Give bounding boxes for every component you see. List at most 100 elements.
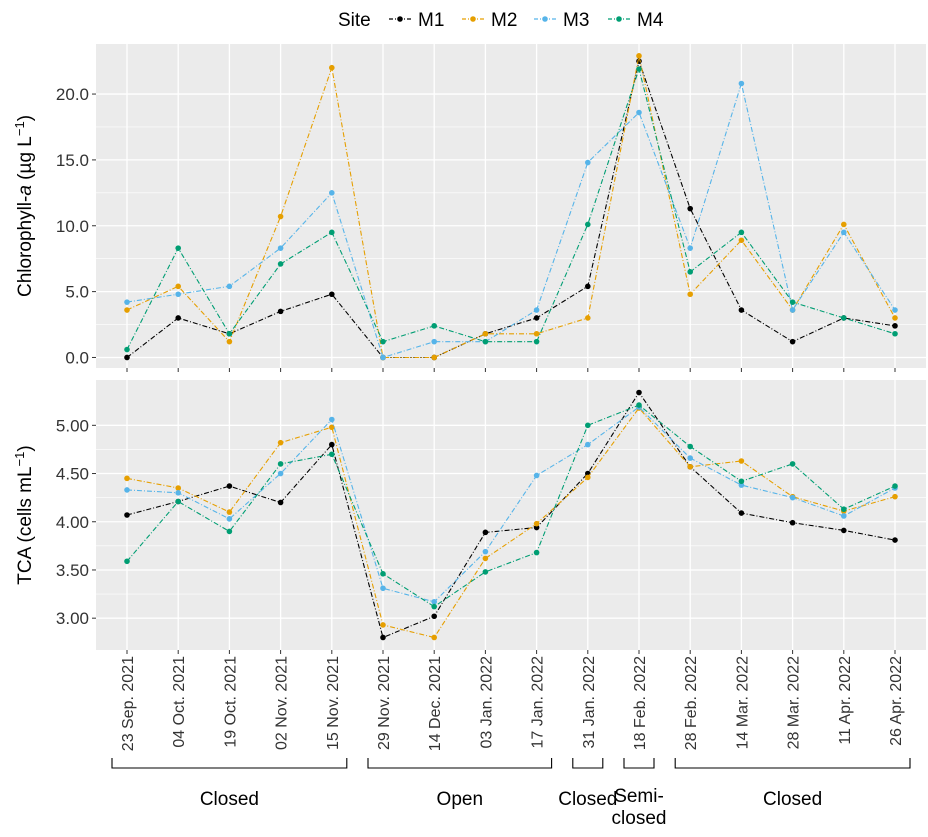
- data-point: [636, 66, 642, 72]
- data-point: [636, 109, 642, 116]
- legend-item-m3: M3: [534, 10, 589, 31]
- panel-background: [96, 44, 926, 368]
- period-bracket: [623, 758, 655, 769]
- period-group-3: Closed: [558, 758, 617, 810]
- data-point: [482, 529, 489, 536]
- period-label: Open: [437, 789, 483, 810]
- data-point: [277, 470, 284, 477]
- period-label: Closed: [200, 789, 259, 810]
- series-m3: [124, 80, 898, 361]
- y-axis-label: TCA (cells mL−1): [12, 445, 36, 584]
- series-line-m2: [126, 407, 896, 639]
- x-tick-label: 29 Nov. 2021: [376, 656, 393, 750]
- data-point: [175, 498, 181, 505]
- data-point: [124, 299, 130, 305]
- data-point: [175, 315, 181, 321]
- data-point: [789, 461, 796, 467]
- data-point: [738, 80, 745, 87]
- period-bracket: [674, 758, 911, 769]
- legend-label: M4: [637, 10, 664, 31]
- legend-key-marker: [542, 16, 548, 22]
- x-tick-label: 28 Mar. 2022: [786, 656, 803, 750]
- data-point: [892, 323, 898, 329]
- data-point: [124, 512, 130, 518]
- x-tick-label: 14 Dec. 2021: [427, 656, 444, 751]
- data-point: [124, 558, 130, 565]
- data-point: [226, 338, 233, 345]
- series-line-m4: [126, 404, 896, 608]
- data-point: [329, 229, 335, 236]
- data-point: [841, 527, 847, 534]
- x-tick-label: 19 Oct. 2021: [222, 656, 239, 748]
- x-tick-label: 28 Feb. 2022: [683, 656, 700, 750]
- y-axis-label-sup: −1: [12, 452, 27, 467]
- legend-item-m2: M2: [462, 10, 517, 31]
- y-axis-label-end: ): [15, 445, 36, 451]
- data-point: [789, 519, 796, 526]
- x-tick-label: 03 Jan. 2022: [478, 656, 495, 749]
- data-point: [277, 439, 284, 446]
- legend-title: Site: [338, 10, 371, 31]
- period-label-line2: closed: [612, 808, 667, 829]
- data-point: [277, 245, 284, 251]
- data-point: [124, 354, 130, 361]
- series-m4: [124, 402, 898, 610]
- data-point: [687, 443, 693, 450]
- period-bracket: [367, 758, 553, 769]
- panel-2: 3.00 3.50 4.00 4.50 5.00 TCA (cells mL−1): [12, 380, 926, 654]
- period-group-4: Semi-closed: [612, 758, 667, 829]
- data-point: [277, 308, 284, 315]
- legend-key-marker: [397, 16, 403, 22]
- data-point: [841, 506, 847, 513]
- x-tick-label: 17 Jan. 2022: [530, 656, 547, 749]
- data-point: [175, 485, 181, 491]
- y-axis-label-end: ): [15, 115, 36, 121]
- data-point: [431, 613, 438, 620]
- data-point: [841, 513, 847, 519]
- x-tick-label: 26 Apr. 2022: [888, 656, 905, 746]
- data-point: [687, 269, 693, 275]
- data-point: [892, 307, 898, 313]
- data-point: [533, 315, 540, 321]
- period-label: Closed: [558, 789, 617, 810]
- data-point: [277, 461, 284, 467]
- y-tick-label: 20.0: [56, 85, 89, 104]
- data-point: [380, 571, 386, 577]
- data-point: [124, 307, 130, 313]
- data-point: [431, 338, 438, 345]
- period-group-5: Closed: [674, 758, 911, 810]
- series-m1: [124, 389, 898, 641]
- data-point: [533, 549, 540, 556]
- data-point: [738, 482, 745, 488]
- data-point: [585, 221, 591, 228]
- data-point: [892, 315, 898, 321]
- data-point: [892, 537, 898, 543]
- panel-background: [96, 380, 926, 650]
- data-point: [482, 330, 489, 337]
- legend-key-marker: [470, 16, 476, 22]
- data-point: [533, 472, 540, 479]
- data-point: [738, 478, 745, 485]
- data-point: [636, 402, 642, 408]
- data-point: [380, 354, 386, 361]
- x-tick-label: 31 Jan. 2022: [581, 656, 598, 749]
- data-point: [380, 634, 386, 641]
- data-point: [636, 53, 642, 59]
- data-point: [585, 441, 591, 448]
- y-tick-label: 4.00: [56, 513, 89, 532]
- x-axis: 23 Sep. 2021 04 Oct. 2021 19 Oct. 2021 02 N…: [120, 656, 905, 751]
- data-point: [892, 493, 898, 500]
- data-point: [431, 323, 438, 329]
- data-point: [124, 487, 130, 493]
- y-axis-label-italic: a: [15, 185, 36, 196]
- y-tick-label: 3.00: [56, 609, 89, 628]
- x-tick-label: 04 Oct. 2021: [171, 656, 188, 748]
- data-point: [533, 520, 540, 527]
- data-point: [841, 315, 847, 321]
- data-point: [124, 475, 130, 482]
- data-point: [380, 338, 386, 345]
- y-tick-label: 10.0: [56, 217, 89, 236]
- x-tick-label: 11 Apr. 2022: [837, 656, 854, 745]
- data-point: [175, 291, 181, 298]
- data-point: [687, 245, 693, 251]
